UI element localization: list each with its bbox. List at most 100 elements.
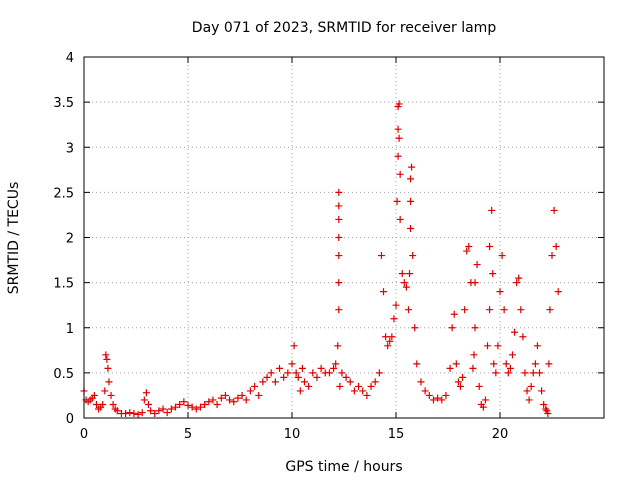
- data-point: [294, 373, 302, 381]
- data-point: [213, 400, 221, 408]
- data-point: [134, 410, 142, 418]
- data-point: [292, 369, 300, 377]
- y-tick-label: 0: [66, 412, 74, 427]
- data-point: [386, 337, 394, 345]
- data-point: [238, 391, 246, 399]
- data-point: [473, 261, 481, 269]
- data-point: [469, 364, 477, 372]
- data-point: [394, 125, 402, 133]
- data-point: [296, 387, 304, 395]
- data-point: [335, 215, 343, 223]
- data-point: [479, 403, 487, 411]
- x-axis-label: GPS time / hours: [285, 459, 402, 475]
- data-point: [511, 328, 519, 336]
- data-point: [180, 398, 188, 406]
- data-point: [544, 409, 552, 417]
- y-tick-label: 2: [66, 232, 74, 247]
- data-point: [176, 400, 184, 408]
- data-point: [434, 394, 442, 402]
- data-point: [335, 252, 343, 260]
- data-point: [407, 197, 415, 205]
- data-point: [402, 283, 410, 291]
- data-point: [471, 324, 479, 332]
- data-point: [167, 405, 175, 413]
- data-point: [290, 342, 298, 350]
- grid-layer: [84, 57, 604, 418]
- data-point: [380, 288, 388, 296]
- y-tick-label: 4: [66, 51, 74, 66]
- data-point: [421, 387, 429, 395]
- data-point: [334, 342, 342, 350]
- data-point: [394, 152, 402, 160]
- data-point: [363, 391, 371, 399]
- data-point: [393, 197, 401, 205]
- data-point: [267, 369, 275, 377]
- data-point: [417, 378, 425, 386]
- data-point: [109, 400, 117, 408]
- data-point: [411, 324, 419, 332]
- data-point: [395, 134, 403, 142]
- data-point: [151, 409, 159, 417]
- data-point: [396, 215, 404, 223]
- data-point: [101, 387, 109, 395]
- data-point: [398, 270, 406, 278]
- data-point: [463, 247, 471, 255]
- data-point: [330, 364, 338, 372]
- data-point: [407, 175, 415, 183]
- data-point: [305, 382, 313, 390]
- data-point: [155, 407, 163, 415]
- data-point: [382, 333, 390, 341]
- data-point: [201, 400, 209, 408]
- data-point: [486, 306, 494, 314]
- data-point: [172, 403, 180, 411]
- data-point: [377, 252, 385, 260]
- data-point: [554, 288, 562, 296]
- data-point: [325, 369, 333, 377]
- data-point: [517, 306, 525, 314]
- data-point: [475, 382, 483, 390]
- data-point: [251, 382, 259, 390]
- data-point: [527, 382, 535, 390]
- y-axis-label: SRMTID / TECUs: [6, 182, 22, 295]
- data-point: [335, 202, 343, 210]
- data-point: [395, 100, 403, 108]
- data-point: [392, 301, 400, 309]
- x-tick-label: 5: [184, 427, 192, 442]
- data-point: [188, 403, 196, 411]
- data-point: [147, 407, 155, 415]
- data-point: [390, 315, 398, 323]
- data-point: [271, 378, 279, 386]
- data-point: [122, 409, 130, 417]
- data-point: [502, 360, 510, 368]
- data-point: [284, 369, 292, 377]
- data-point: [484, 342, 492, 350]
- data-point: [400, 279, 408, 287]
- data-point: [496, 288, 504, 296]
- data-point: [548, 252, 556, 260]
- data-point: [335, 279, 343, 287]
- data-point: [498, 252, 506, 260]
- data-point: [489, 270, 497, 278]
- data-point: [413, 360, 421, 368]
- data-point: [259, 378, 267, 386]
- data-point: [217, 394, 225, 402]
- data-point: [536, 369, 544, 377]
- data-point: [521, 369, 529, 377]
- data-point: [140, 396, 148, 404]
- data-point: [142, 389, 150, 397]
- data-point: [159, 405, 167, 413]
- data-point: [546, 306, 554, 314]
- data-point: [515, 274, 523, 282]
- data-point: [335, 188, 343, 196]
- data-point: [92, 400, 100, 408]
- data-point: [342, 373, 350, 381]
- data-point: [450, 310, 458, 318]
- y-tick-label: 0.5: [53, 367, 74, 382]
- data-point: [525, 396, 533, 404]
- data-point: [107, 391, 115, 399]
- data-point: [550, 206, 558, 214]
- data-point: [519, 333, 527, 341]
- data-point: [488, 206, 496, 214]
